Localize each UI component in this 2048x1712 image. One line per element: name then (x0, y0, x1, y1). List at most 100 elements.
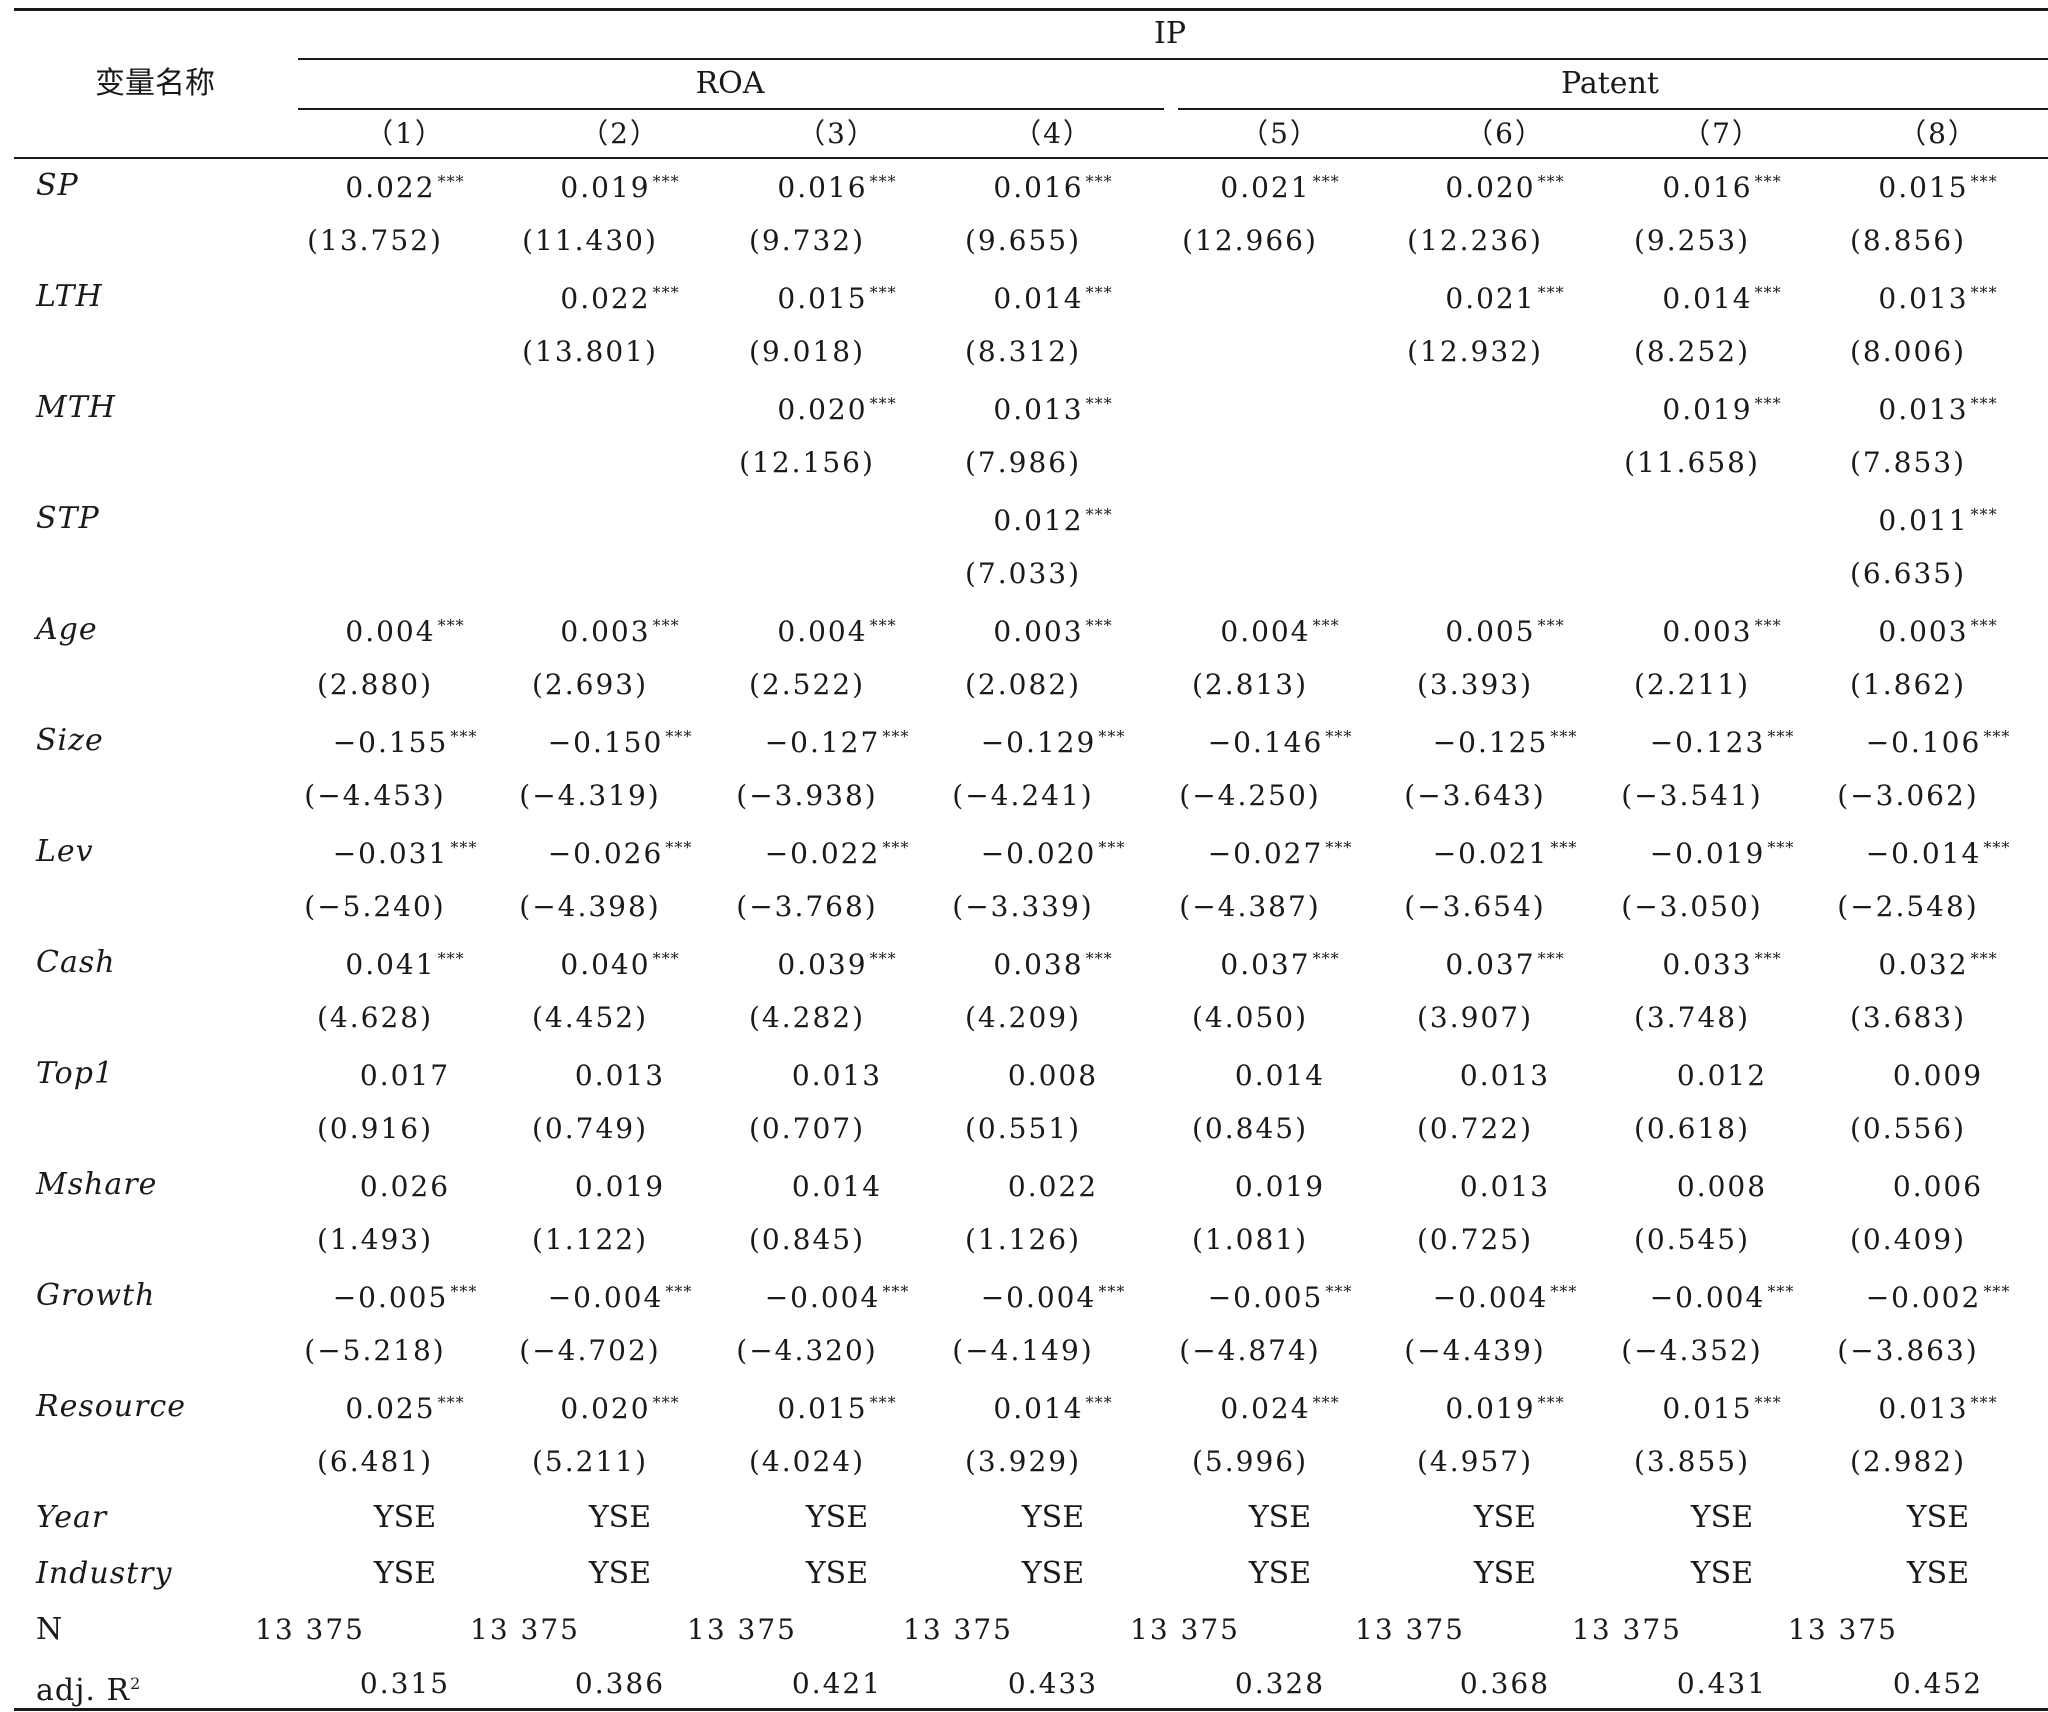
adj-r2-value: 0.315 (359, 1667, 451, 1700)
t-statistic-cell: (2.813) (1191, 668, 1308, 701)
t-statistic-cell: (7.033) (964, 557, 1081, 590)
coefficient-cell: 0.020 *** (732, 390, 942, 430)
fixed-effect-value: YSE (1021, 1556, 1085, 1591)
coefficient-value: 0.021 (1445, 282, 1536, 315)
coefficient-value: 0.038 (993, 948, 1084, 981)
coefficient-value: 0.020 (777, 393, 868, 426)
coefficient-value: 0.004 (345, 615, 436, 648)
coefficient-cell: 0.037 *** (1175, 945, 1385, 985)
coefficient-value: 0.013 (993, 393, 1084, 426)
coefficient-value: 0.025 (345, 1392, 436, 1425)
coefficient-cell: 0.015 *** (732, 1389, 942, 1429)
coefficient-value: −0.106 (1865, 726, 1982, 759)
t-statistic-cell: (1.081) (1191, 1223, 1308, 1256)
coefficient-cell: 0.025 *** (300, 1389, 510, 1429)
t-statistic-cell: (−3.643) (1404, 779, 1546, 812)
t-statistic-cell: (9.018) (748, 335, 865, 368)
coefficient-value: −0.150 (547, 726, 664, 759)
significance-stars: *** (1085, 172, 1113, 191)
header-roa: ROA (695, 66, 765, 101)
t-statistic-cell: (3.855) (1633, 1445, 1750, 1478)
coefficient-cell: −0.004 *** (1400, 1278, 1610, 1318)
significance-stars: *** (1085, 616, 1113, 635)
coefficient-value: 0.040 (560, 948, 651, 981)
coefficient-cell: −0.123 *** (1617, 723, 1827, 763)
adj-r2-value: 0.431 (1676, 1667, 1768, 1700)
fixed-effect-value: YSE (1021, 1500, 1085, 1535)
coefficient-cell: 0.003 *** (1617, 612, 1827, 652)
t-statistic-cell: (7.986) (964, 446, 1081, 479)
coefficient-value: 0.003 (560, 615, 651, 648)
significance-stars: *** (1085, 949, 1113, 968)
significance-stars: *** (869, 616, 897, 635)
coefficient-value: 0.015 (777, 282, 868, 315)
coefficient-value: −0.002 (1865, 1281, 1982, 1314)
coefficient-value: 0.016 (993, 171, 1084, 204)
t-statistic-cell: (8.312) (964, 335, 1081, 368)
variable-label: SP (36, 168, 79, 203)
coefficient-cell: 0.013 (515, 1056, 725, 1096)
t-statistic-cell: (1.122) (531, 1223, 648, 1256)
t-statistic-cell: (6.481) (316, 1445, 433, 1478)
coefficient-cell: 0.014 *** (1617, 279, 1827, 319)
t-statistic-cell: (13.801) (522, 335, 658, 368)
variable-label: MTH (36, 390, 116, 425)
coefficient-value: 0.005 (1445, 615, 1536, 648)
coefficient-value: −0.125 (1432, 726, 1549, 759)
significance-stars: *** (1550, 838, 1578, 857)
t-statistic-cell: (−4.352) (1621, 1334, 1763, 1367)
coefficient-cell: 0.014 *** (948, 1389, 1158, 1429)
coefficient-value: −0.123 (1649, 726, 1766, 759)
fixed-effect-value: YSE (1906, 1500, 1970, 1535)
adj-r2-value: 0.452 (1892, 1667, 1984, 1700)
significance-stars: *** (869, 172, 897, 191)
significance-stars: *** (450, 727, 478, 746)
t-statistic-cell: (5.996) (1191, 1445, 1308, 1478)
t-statistic-cell: (3.748) (1633, 1001, 1750, 1034)
coefficient-cell: 0.026 (300, 1167, 510, 1207)
significance-stars: *** (1970, 505, 1998, 524)
coefficient-cell: −0.155 *** (300, 723, 510, 763)
n-value: 13 375 (903, 1613, 1013, 1646)
significance-stars: *** (652, 1393, 680, 1412)
significance-stars: *** (665, 727, 693, 746)
coefficient-value: −0.021 (1432, 837, 1549, 870)
t-statistic-cell: (2.880) (316, 668, 433, 701)
significance-stars: *** (1754, 283, 1782, 302)
coefficient-value: 0.032 (1878, 948, 1969, 981)
coefficient-value: 0.004 (1220, 615, 1311, 648)
t-statistic-cell: (0.618) (1633, 1112, 1750, 1145)
significance-stars: *** (1098, 838, 1126, 857)
significance-stars: *** (1325, 1282, 1353, 1301)
significance-stars: *** (1970, 949, 1998, 968)
coefficient-cell: −0.014 *** (1833, 834, 2043, 874)
t-statistic-cell: (4.282) (748, 1001, 865, 1034)
significance-stars: *** (450, 838, 478, 857)
coefficient-cell: 0.012 *** (948, 501, 1158, 541)
n-value: 13 375 (1355, 1613, 1465, 1646)
significance-stars: *** (1085, 505, 1113, 524)
coefficient-cell: −0.005 *** (300, 1278, 510, 1318)
coefficient-value: −0.005 (332, 1281, 449, 1314)
t-statistic-cell: (−5.240) (304, 890, 446, 923)
fixed-effect-label: Year (36, 1500, 108, 1535)
significance-stars: *** (1537, 172, 1565, 191)
fixed-effect-value: YSE (1248, 1500, 1312, 1535)
coefficient-cell: −0.004 *** (732, 1278, 942, 1318)
t-statistic-cell: (3.393) (1416, 668, 1533, 701)
column-number-header: （6） (1465, 117, 1545, 150)
coefficient-cell: 0.024 *** (1175, 1389, 1385, 1429)
adj-r2-superscript: 2 (130, 1674, 142, 1693)
fixed-effect-value: YSE (1248, 1556, 1312, 1591)
coefficient-value: 0.019 (1662, 393, 1753, 426)
coefficient-cell: 0.022 *** (515, 279, 725, 319)
header-ip: IP (1153, 16, 1187, 51)
coefficient-value: 0.013 (791, 1059, 883, 1092)
coefficient-value: 0.037 (1445, 948, 1536, 981)
coefficient-value: 0.013 (1459, 1170, 1551, 1203)
coefficient-value: 0.019 (1445, 1392, 1536, 1425)
variable-label: Top1 (36, 1056, 115, 1091)
significance-stars: *** (652, 283, 680, 302)
fixed-effect-value: YSE (1690, 1500, 1754, 1535)
significance-stars: *** (1550, 1282, 1578, 1301)
